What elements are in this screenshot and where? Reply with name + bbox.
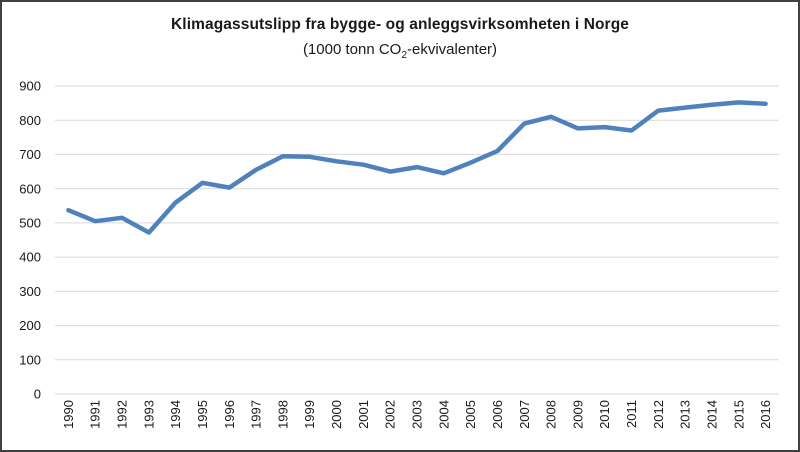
x-axis-tick-label: 1998	[275, 400, 290, 429]
y-axis-tick-label: 200	[19, 318, 41, 333]
x-axis-tick-label: 1999	[302, 400, 317, 429]
emissions-line-series	[66, 100, 768, 235]
chart-subtitle-pre: (1000 tonn CO	[302, 41, 402, 58]
x-axis-tick-label: 2015	[731, 400, 746, 429]
chart-subtitle-post: -ekvivalenter)	[407, 41, 498, 58]
x-axis-tick-label: 2006	[490, 400, 505, 429]
x-axis-tick-label: 2002	[383, 400, 398, 429]
x-axis-tick-label: 1995	[195, 400, 210, 429]
x-axis-tick-label: 1991	[88, 400, 103, 429]
x-axis-tick-label: 2000	[329, 400, 344, 429]
y-axis-tick-label: 500	[19, 215, 41, 230]
x-axis-tick-label: 1996	[222, 400, 237, 429]
x-axis-tick-label: 2013	[678, 400, 693, 429]
x-axis-tick-label: 1994	[168, 400, 183, 429]
y-axis-tick-label: 800	[19, 113, 41, 128]
x-axis-tick-label: 2005	[463, 400, 478, 429]
chart-subtitle: (1000 tonn CO2-ekvivalenter)	[2, 41, 798, 61]
y-axis-tick-label: 900	[19, 79, 41, 94]
x-axis-tick-label: 2004	[436, 400, 451, 429]
x-axis-tick-label: 2003	[410, 400, 425, 429]
x-axis-tick-label: 2007	[517, 400, 532, 429]
x-axis-tick-label: 1993	[141, 400, 156, 429]
x-axis-tick-label: 2010	[597, 400, 612, 429]
y-axis-tick-label: 400	[19, 250, 41, 265]
x-axis-tick-label: 2001	[356, 400, 371, 429]
y-axis-tick-label: 0	[34, 387, 41, 402]
x-axis-tick-label: 2011	[624, 400, 639, 428]
chart-title: Klimagassutslipp fra bygge- og anleggsvi…	[171, 16, 629, 33]
y-axis-tick-label: 600	[19, 181, 41, 196]
x-axis-tick-label: 1990	[61, 400, 76, 429]
y-axis-tick-label: 700	[19, 147, 41, 162]
x-axis-tick-label: 2009	[570, 400, 585, 429]
x-axis-tick-label: 2016	[758, 400, 773, 429]
x-axis-tick-label: 1997	[249, 400, 264, 429]
x-axis-tick-label: 2012	[651, 400, 666, 429]
x-axis-tick-label: 2008	[544, 400, 559, 429]
x-axis-tick-label: 1992	[115, 400, 130, 429]
y-axis-tick-label: 300	[19, 284, 41, 299]
y-axis-tick-label: 100	[19, 352, 41, 367]
x-axis-tick-label: 2014	[705, 400, 720, 429]
chart-subtitle-subscript: 2	[401, 50, 408, 61]
